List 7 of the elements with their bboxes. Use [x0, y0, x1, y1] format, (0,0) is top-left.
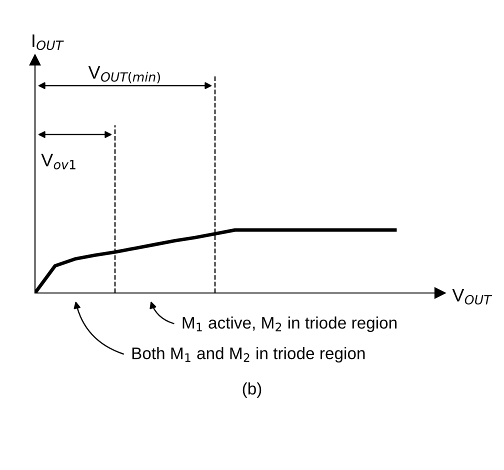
text: V$_{OUT(min)}$: [88, 66, 160, 84]
text: Both M$_{1}$ and M$_{2}$ in triode region: [132, 347, 365, 363]
text: M$_{1}$ active, M$_{2}$ in triode region: [182, 316, 397, 332]
x-axis-title: V$_{OUT}$: [452, 288, 492, 305]
text: (b): [242, 382, 262, 398]
text: I$_{OUT}$: [32, 34, 64, 50]
text: V$_{ov1}$: [41, 154, 76, 170]
